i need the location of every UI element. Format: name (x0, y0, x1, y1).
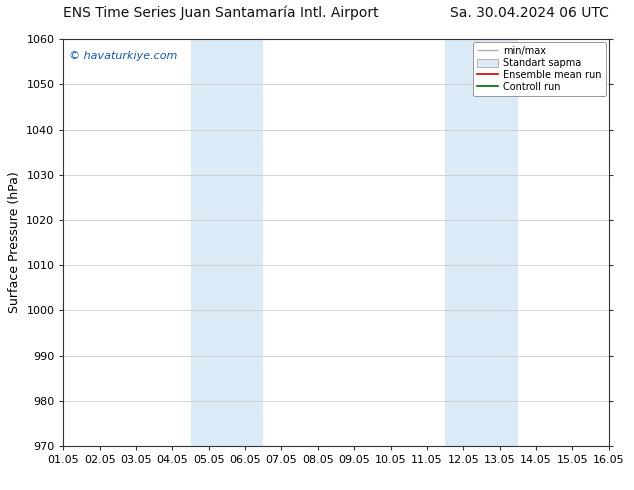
Y-axis label: Surface Pressure (hPa): Surface Pressure (hPa) (8, 172, 21, 314)
Bar (191, 39, 263, 446)
Legend: min/max, Standart sapma, Ensemble mean run, Controll run: min/max, Standart sapma, Ensemble mean r… (473, 42, 605, 96)
Bar (445, 39, 518, 446)
Text: ENS Time Series Juan Santamaría Intl. Airport: ENS Time Series Juan Santamaría Intl. Ai… (63, 5, 379, 20)
Text: Sa. 30.04.2024 06 UTC: Sa. 30.04.2024 06 UTC (450, 5, 609, 20)
Text: © havaturkiye.com: © havaturkiye.com (69, 51, 178, 61)
